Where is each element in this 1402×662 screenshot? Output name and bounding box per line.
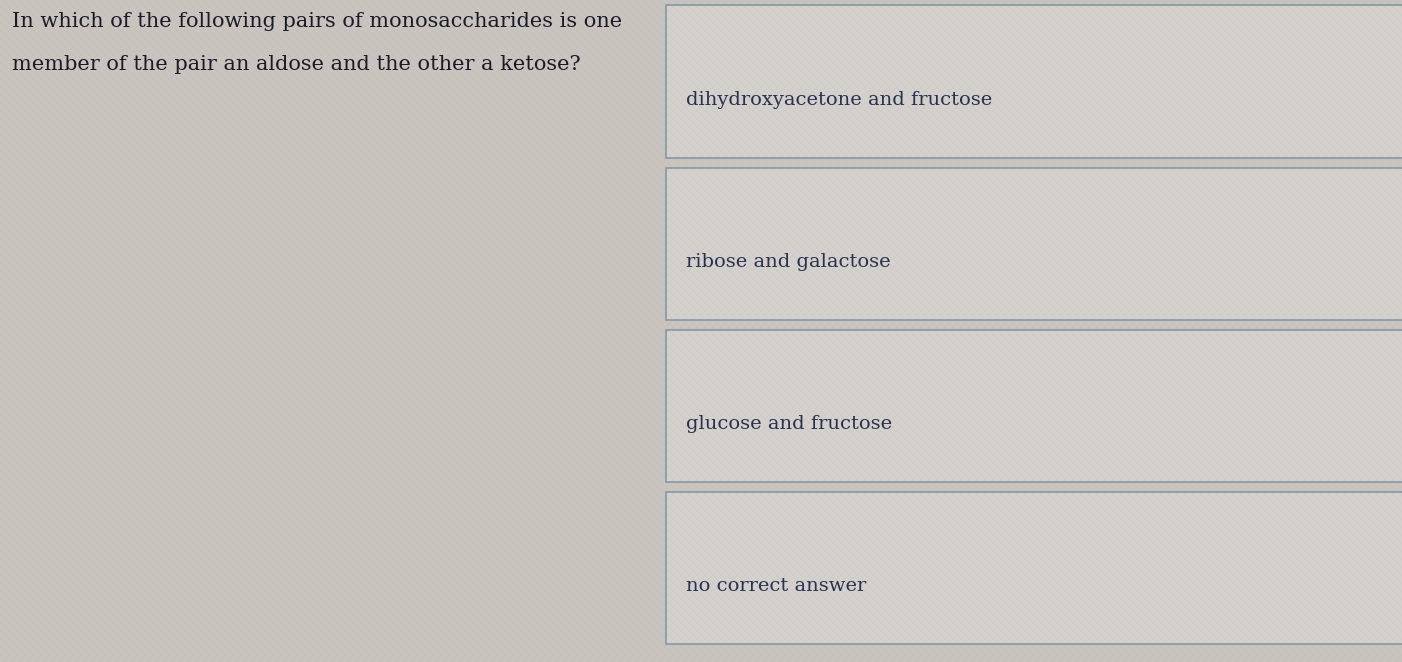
Text: member of the pair an aldose and the other a ketose?: member of the pair an aldose and the oth…: [13, 55, 580, 74]
Bar: [666, 330, 1402, 482]
Bar: [666, 492, 1402, 644]
Text: dihydroxyacetone and fructose: dihydroxyacetone and fructose: [686, 91, 993, 109]
Text: In which of the following pairs of monosaccharides is one: In which of the following pairs of monos…: [13, 12, 622, 31]
Text: ribose and galactose: ribose and galactose: [686, 254, 890, 271]
Text: glucose and fructose: glucose and fructose: [686, 415, 892, 433]
Text: no correct answer: no correct answer: [686, 577, 866, 595]
Bar: [666, 5, 1402, 158]
Bar: [666, 168, 1402, 320]
